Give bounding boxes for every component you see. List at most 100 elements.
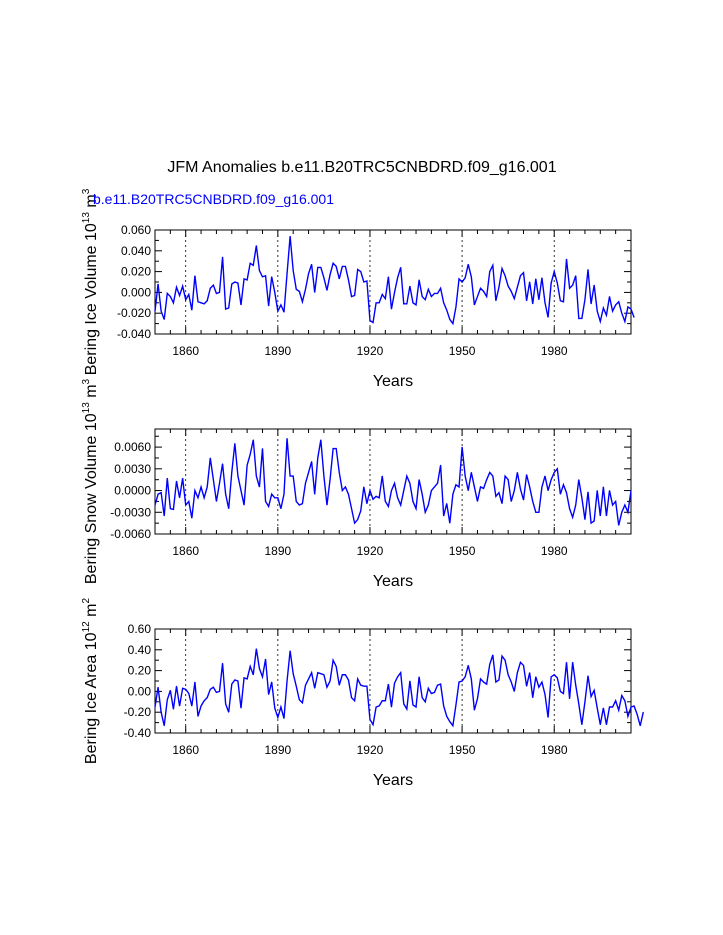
data-point (526, 474, 527, 476)
data-point (535, 278, 537, 280)
data-point (197, 301, 199, 303)
data-point (320, 267, 322, 268)
data-point (391, 706, 392, 708)
x-tick-label: 1890 (264, 743, 291, 757)
data-point (452, 493, 454, 495)
data-point (523, 665, 524, 666)
data-point (412, 302, 414, 304)
data-point (308, 472, 309, 473)
data-point (520, 488, 521, 490)
data-point (274, 497, 276, 499)
data-point (375, 706, 377, 708)
data-point (609, 706, 610, 708)
data-point (572, 516, 574, 518)
data-point (375, 495, 377, 497)
data-point (495, 300, 497, 302)
data-point (587, 269, 589, 270)
data-point (369, 719, 371, 720)
data-point (480, 287, 481, 289)
data-point (421, 493, 423, 495)
data-point (529, 486, 531, 488)
data-point (176, 480, 177, 482)
data-point (366, 685, 368, 687)
data-point (507, 479, 509, 481)
data-point (182, 477, 184, 479)
data-point (375, 302, 377, 304)
data-point (535, 511, 537, 513)
y-axis-title: Bering Ice Area 1012 m2 (81, 598, 100, 765)
data-point (387, 276, 389, 278)
y-tick-label: -0.0030 (110, 505, 151, 519)
x-tick-label: 1920 (357, 743, 384, 757)
y-tick-label: -0.40 (124, 726, 152, 740)
data-point (599, 515, 601, 517)
data-point (437, 293, 438, 294)
data-point (173, 302, 174, 304)
x-tick-label: 1980 (541, 544, 568, 558)
data-point (578, 318, 580, 319)
y-tick-label: -0.020 (117, 306, 151, 320)
data-point (618, 709, 620, 711)
data-point (274, 292, 276, 293)
data-point (163, 725, 165, 727)
data-point (587, 491, 589, 493)
data-point (163, 515, 165, 517)
data-point (219, 292, 220, 293)
data-point (329, 479, 331, 481)
data-point (590, 303, 592, 305)
data-point (563, 693, 564, 694)
data-point (547, 490, 549, 491)
data-point (584, 519, 586, 520)
data-point (624, 700, 626, 702)
data-point (538, 511, 540, 513)
data-point (501, 268, 503, 269)
data-point (520, 275, 521, 277)
data-point (501, 503, 503, 504)
data-point (179, 705, 180, 707)
x-tick-label: 1860 (172, 544, 199, 558)
data-point (173, 708, 174, 710)
data-point (467, 665, 469, 666)
data-point (452, 323, 454, 324)
y-tick-label: 0.000 (121, 285, 151, 299)
data-point (243, 504, 245, 506)
y-tick-label: 0.00 (128, 684, 152, 698)
data-point (206, 486, 208, 488)
data-point (544, 475, 546, 477)
data-point (630, 308, 632, 310)
data-point (311, 263, 313, 265)
data-point (246, 279, 248, 281)
x-axis-title: Years (373, 373, 413, 390)
data-point (286, 680, 288, 682)
data-point (323, 475, 325, 477)
data-point (166, 699, 168, 701)
data-point (219, 691, 220, 692)
y-axis-title-part: m (83, 604, 100, 622)
data-point (173, 508, 174, 510)
data-point (308, 273, 309, 275)
data-point (354, 522, 356, 524)
data-point (351, 296, 352, 297)
data-point (406, 708, 408, 710)
data-point (185, 688, 187, 690)
data-point (446, 309, 448, 311)
chart-panel-3: -0.40 -0.20 0.00 0.20 0.40 0.60 1860 1890 1920 19… (81, 598, 644, 789)
data-point (179, 295, 180, 296)
data-point (212, 284, 214, 286)
data-point (317, 457, 319, 459)
data-point (384, 700, 386, 702)
data-point (206, 697, 208, 699)
data-point (286, 273, 288, 275)
data-point (526, 300, 527, 302)
data-point (418, 279, 420, 281)
data-point (480, 678, 481, 680)
data-point (311, 461, 313, 462)
data-point (283, 311, 285, 313)
data-point (430, 296, 432, 297)
data-point (387, 683, 389, 685)
data-point (262, 448, 263, 449)
plot-frame (154, 428, 632, 535)
data-point (633, 316, 635, 318)
data-point (234, 679, 236, 681)
data-point (326, 289, 328, 291)
